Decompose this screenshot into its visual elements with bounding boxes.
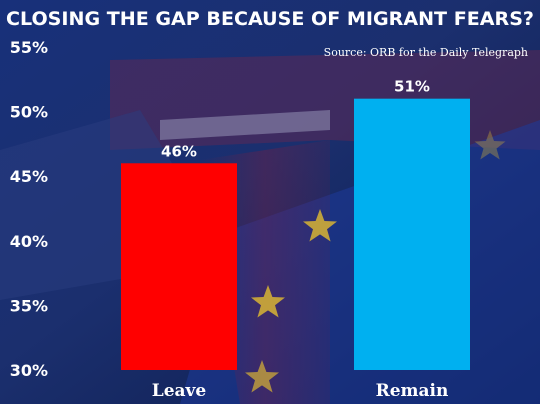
y-axis: 55% 50% 45% 40% 35% 30% [10,38,48,380]
eu-stars [245,130,506,393]
bars: 46% 51% [121,78,470,371]
y-tick-label: 50% [10,103,48,122]
star-icon [245,360,279,393]
bar-remain [354,98,470,371]
y-tick-label: 45% [10,167,48,186]
star-icon [474,130,506,160]
data-label-leave: 46% [161,142,197,160]
star-icon [303,209,337,242]
data-label-remain: 51% [394,78,430,96]
y-tick-label: 35% [10,296,48,315]
source-note: Source: ORB for the Daily Telegraph [324,46,528,59]
category-label-remain: Remain [376,381,449,401]
star-icon [251,285,285,318]
x-axis: Leave Remain [152,381,449,401]
chart-title: CLOSING THE GAP BECAUSE OF MIGRANT FEARS… [6,8,534,30]
category-label-leave: Leave [152,381,207,401]
y-tick-label: 40% [10,232,48,251]
bar-leave [121,163,237,370]
y-tick-label: 55% [10,38,48,57]
y-tick-label: 30% [10,361,48,380]
